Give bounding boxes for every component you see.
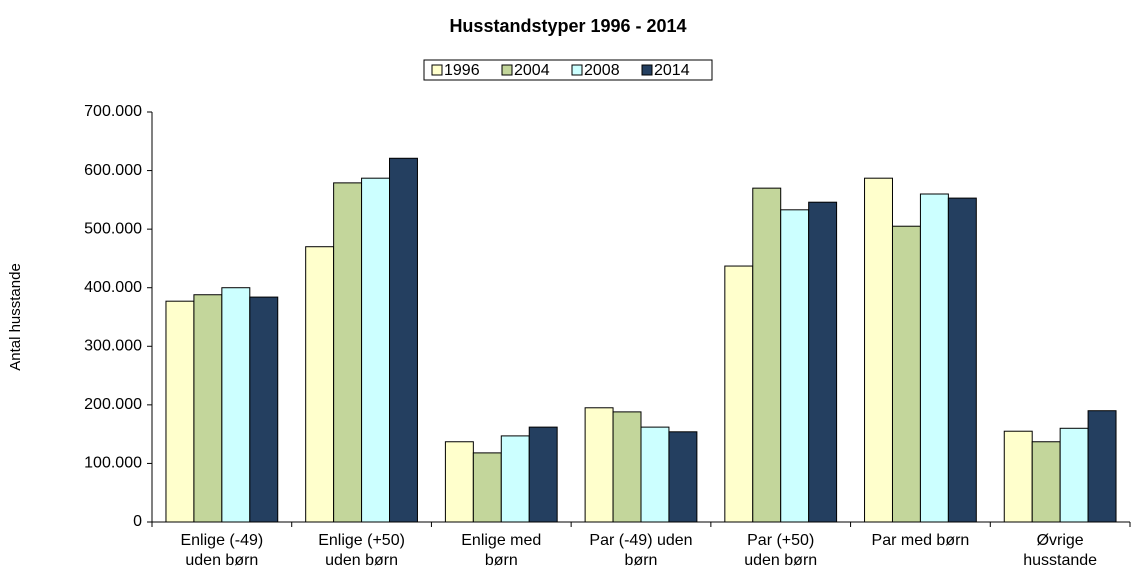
bar <box>724 265 754 523</box>
x-tick-label: Enlige (-49) uden børn <box>180 532 264 569</box>
bar <box>221 287 251 523</box>
legend-label: 2014 <box>654 62 690 79</box>
y-tick-label: 700.000 <box>84 103 142 120</box>
legend-label: 1996 <box>444 62 480 79</box>
x-tick-label: Øvrige husstande <box>1023 532 1098 569</box>
bar <box>528 426 558 523</box>
bar <box>444 441 474 523</box>
bar <box>640 426 670 523</box>
bar <box>193 294 223 523</box>
x-tick-label: Par med børn <box>871 532 970 549</box>
bar <box>500 435 530 523</box>
bar <box>1003 430 1033 523</box>
x-tick-label: Par (+50) uden børn <box>744 532 818 569</box>
y-axis-label: Antal husstande <box>7 263 24 371</box>
bar <box>947 197 977 523</box>
bar <box>919 193 949 523</box>
bar <box>361 177 391 523</box>
bar <box>1031 441 1061 523</box>
legend-label: 2008 <box>584 62 620 79</box>
y-tick-label: 600.000 <box>84 162 142 179</box>
bar <box>808 201 838 523</box>
bar <box>472 452 502 523</box>
bar <box>780 209 810 523</box>
bar <box>389 157 418 523</box>
y-tick-label: 0 <box>133 513 142 530</box>
legend-swatch <box>501 64 513 76</box>
bar <box>305 246 335 523</box>
bar <box>584 407 614 523</box>
x-tick-label: Enlige med børn <box>461 532 542 569</box>
legend-label: 2004 <box>514 62 550 79</box>
bar <box>864 177 893 523</box>
legend-swatch <box>571 64 583 76</box>
x-tick-label: Par (-49) uden børn <box>589 532 693 569</box>
legend-swatch <box>641 64 653 76</box>
x-tick-label: Enlige (+50) uden børn <box>318 532 405 569</box>
bar <box>1087 410 1117 523</box>
bar <box>891 225 921 523</box>
legend-swatch <box>431 64 443 76</box>
bar <box>612 411 642 523</box>
legend-box <box>423 59 713 81</box>
bar <box>1059 427 1089 523</box>
bar <box>165 300 195 523</box>
chart-title: Husstandstyper 1996 - 2014 <box>449 16 686 36</box>
y-tick-label: 200.000 <box>84 396 142 413</box>
y-tick-label: 100.000 <box>84 455 142 472</box>
bar <box>333 182 363 523</box>
bar <box>249 296 279 523</box>
bar <box>752 187 782 523</box>
y-tick-label: 500.000 <box>84 220 142 237</box>
y-tick-label: 400.000 <box>84 279 142 296</box>
y-tick-label: 300.000 <box>84 338 142 355</box>
bar <box>668 431 698 523</box>
